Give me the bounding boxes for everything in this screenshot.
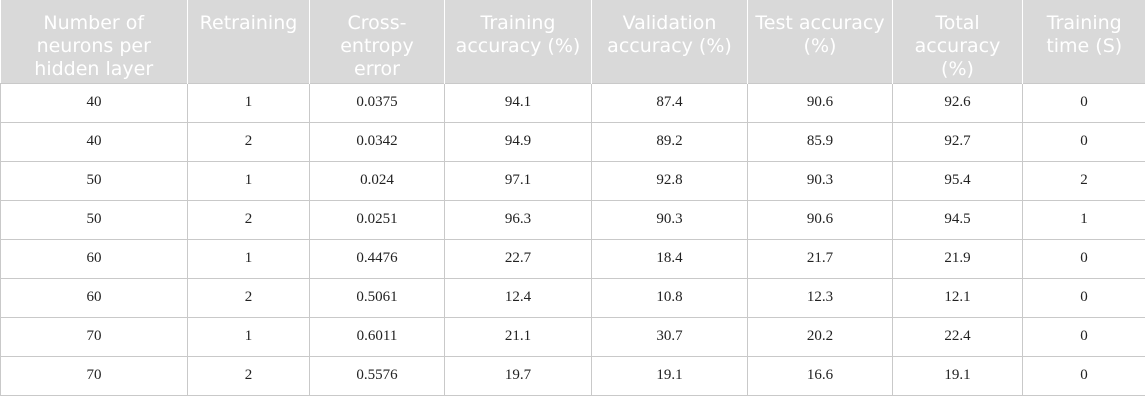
- cell-cross-entropy: 0.6011: [309, 316, 445, 356]
- cell-test-accuracy: 16.6: [747, 355, 893, 396]
- cell-total-accuracy: 92.6: [892, 82, 1023, 122]
- cell-retraining: 2: [187, 121, 310, 161]
- header-row: Number of neurons per hidden layer Retra…: [0, 0, 1145, 83]
- cell-training-accuracy: 96.3: [444, 199, 592, 239]
- cell-cross-entropy: 0.024: [309, 160, 445, 200]
- table-row: 40 1 0.0375 94.1 87.4 90.6 92.6 0: [0, 82, 1145, 122]
- cell-training-time: 0: [1022, 316, 1145, 356]
- cell-retraining: 2: [187, 199, 310, 239]
- cell-cross-entropy: 0.0342: [309, 121, 445, 161]
- table-header: Number of neurons per hidden layer Retra…: [0, 0, 1145, 83]
- cell-retraining: 1: [187, 160, 310, 200]
- cell-neurons: 70: [0, 316, 188, 356]
- table-row: 50 1 0.024 97.1 92.8 90.3 95.4 2: [0, 160, 1145, 200]
- header-total-accuracy: Total accuracy (%): [892, 0, 1023, 83]
- cell-neurons: 70: [0, 355, 188, 396]
- cell-test-accuracy: 12.3: [747, 277, 893, 317]
- table-row: 70 1 0.6011 21.1 30.7 20.2 22.4 0: [0, 316, 1145, 356]
- table-row: 40 2 0.0342 94.9 89.2 85.9 92.7 0: [0, 121, 1145, 161]
- header-retraining: Retraining: [187, 0, 310, 83]
- cell-cross-entropy: 0.4476: [309, 238, 445, 278]
- cell-neurons: 60: [0, 238, 188, 278]
- cell-training-time: 1: [1022, 199, 1145, 239]
- cell-test-accuracy: 90.6: [747, 199, 893, 239]
- table-body: 40 1 0.0375 94.1 87.4 90.6 92.6 0 40 2 0.0342 94.9 8…: [0, 82, 1145, 396]
- cell-training-accuracy: 94.1: [444, 82, 592, 122]
- cell-training-time: 0: [1022, 277, 1145, 317]
- header-cross-entropy: Cross-entropy error: [309, 0, 445, 83]
- header-neurons: Number of neurons per hidden layer: [0, 0, 188, 83]
- table-row: 70 2 0.5576 19.7 19.1 16.6 19.1 0: [0, 355, 1145, 396]
- cell-validation-accuracy: 92.8: [591, 160, 748, 200]
- cell-validation-accuracy: 10.8: [591, 277, 748, 317]
- cell-training-time: 0: [1022, 238, 1145, 278]
- cell-validation-accuracy: 30.7: [591, 316, 748, 356]
- cell-cross-entropy: 0.5576: [309, 355, 445, 396]
- cell-validation-accuracy: 90.3: [591, 199, 748, 239]
- cell-cross-entropy: 0.0375: [309, 82, 445, 122]
- cell-validation-accuracy: 89.2: [591, 121, 748, 161]
- header-training-accuracy: Training accuracy (%): [444, 0, 592, 83]
- cell-total-accuracy: 22.4: [892, 316, 1023, 356]
- cell-training-time: 0: [1022, 82, 1145, 122]
- cell-training-accuracy: 22.7: [444, 238, 592, 278]
- cell-total-accuracy: 94.5: [892, 199, 1023, 239]
- cell-total-accuracy: 21.9: [892, 238, 1023, 278]
- cell-training-time: 2: [1022, 160, 1145, 200]
- cell-retraining: 1: [187, 316, 310, 356]
- cell-total-accuracy: 95.4: [892, 160, 1023, 200]
- cell-neurons: 50: [0, 199, 188, 239]
- cell-neurons: 60: [0, 277, 188, 317]
- cell-total-accuracy: 12.1: [892, 277, 1023, 317]
- cell-test-accuracy: 21.7: [747, 238, 893, 278]
- table-row: 60 1 0.4476 22.7 18.4 21.7 21.9 0: [0, 238, 1145, 278]
- table-row: 60 2 0.5061 12.4 10.8 12.3 12.1 0: [0, 277, 1145, 317]
- cell-test-accuracy: 85.9: [747, 121, 893, 161]
- cell-neurons: 40: [0, 121, 188, 161]
- cell-retraining: 2: [187, 355, 310, 396]
- cell-total-accuracy: 92.7: [892, 121, 1023, 161]
- cell-validation-accuracy: 18.4: [591, 238, 748, 278]
- cell-test-accuracy: 90.6: [747, 82, 893, 122]
- cell-training-accuracy: 94.9: [444, 121, 592, 161]
- cell-retraining: 2: [187, 277, 310, 317]
- cell-training-time: 0: [1022, 355, 1145, 396]
- cell-validation-accuracy: 19.1: [591, 355, 748, 396]
- cell-validation-accuracy: 87.4: [591, 82, 748, 122]
- cell-cross-entropy: 0.5061: [309, 277, 445, 317]
- table-row: 50 2 0.0251 96.3 90.3 90.6 94.5 1: [0, 199, 1145, 239]
- cell-training-accuracy: 97.1: [444, 160, 592, 200]
- header-validation-accuracy: Validation accuracy (%): [591, 0, 748, 83]
- cell-total-accuracy: 19.1: [892, 355, 1023, 396]
- header-training-time: Training time (S): [1022, 0, 1145, 83]
- cell-test-accuracy: 90.3: [747, 160, 893, 200]
- cell-neurons: 40: [0, 82, 188, 122]
- cell-training-accuracy: 12.4: [444, 277, 592, 317]
- cell-training-accuracy: 21.1: [444, 316, 592, 356]
- cell-retraining: 1: [187, 82, 310, 122]
- cell-cross-entropy: 0.0251: [309, 199, 445, 239]
- cell-test-accuracy: 20.2: [747, 316, 893, 356]
- cell-training-accuracy: 19.7: [444, 355, 592, 396]
- cell-retraining: 1: [187, 238, 310, 278]
- cell-neurons: 50: [0, 160, 188, 200]
- cell-training-time: 0: [1022, 121, 1145, 161]
- header-test-accuracy: Test accuracy (%): [747, 0, 893, 83]
